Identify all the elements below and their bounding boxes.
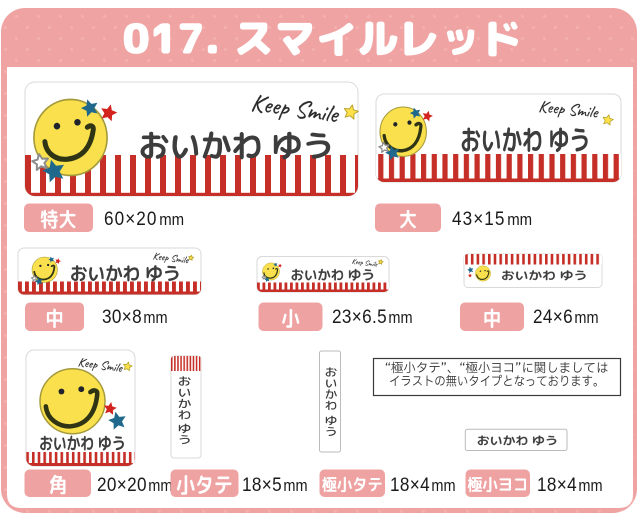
svg-text:24×6mm: 24×6mm	[533, 305, 599, 327]
svg-text:18×5mm: 18×5mm	[242, 473, 308, 495]
svg-text:30×8mm: 30×8mm	[102, 305, 168, 327]
svg-text:18×4mm: 18×4mm	[537, 473, 603, 495]
svg-text:60×20mm: 60×20 mm	[104, 207, 184, 229]
svg-text:23×6.5mm: 23×6.5mm	[332, 305, 413, 327]
svg-text:18×4mm: 18×4mm	[390, 473, 456, 495]
svg-text:20×20mm: 20×20mm	[97, 473, 172, 495]
